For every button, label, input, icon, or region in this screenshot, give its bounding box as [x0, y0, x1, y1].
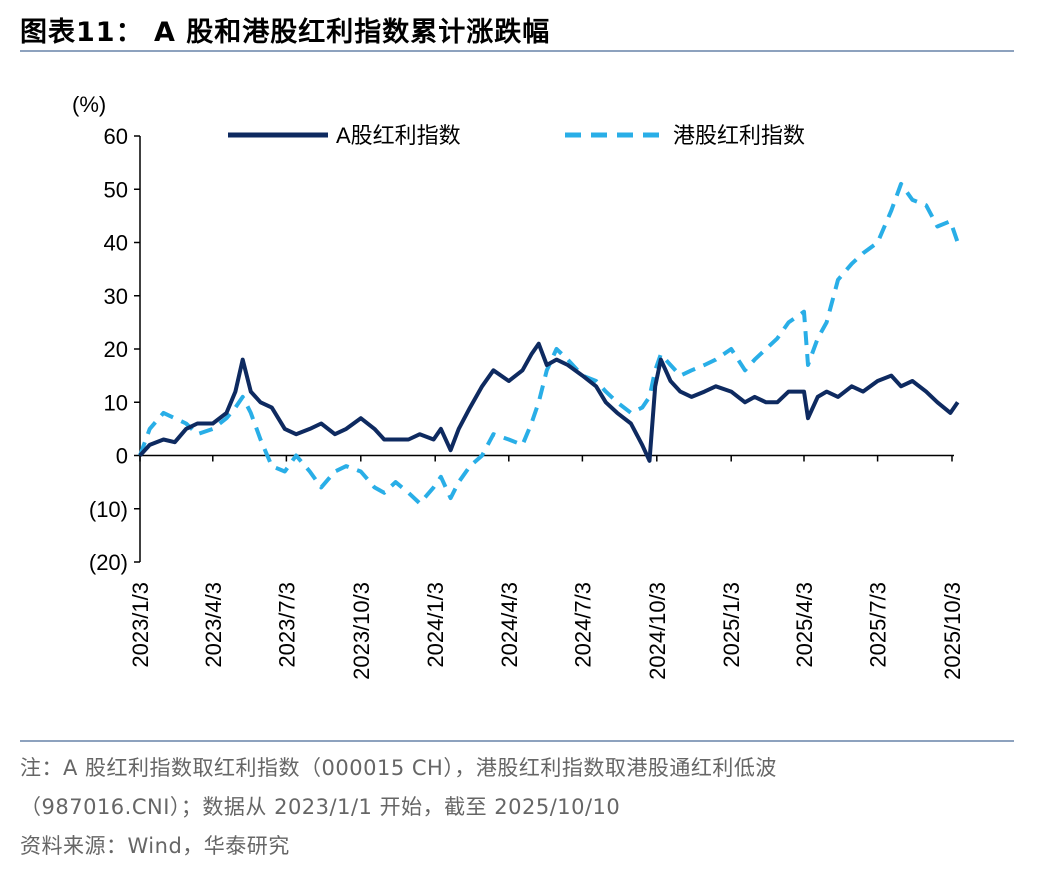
- x-tick-label: 2024/7/3: [570, 582, 595, 668]
- chart-axes: 60 50 40 30 20 10 0 (10) (20) (%) 2023/1/3 2023/4/3…: [72, 92, 965, 680]
- x-tick-label: 2025/1/3: [719, 582, 744, 668]
- title-divider: [20, 50, 1014, 52]
- x-tick-label: 2025/10/3: [940, 582, 965, 680]
- x-tick-label: 2024/4/3: [497, 582, 522, 668]
- x-tick-label: 2023/4/3: [201, 582, 226, 668]
- y-tick-label: (10): [89, 497, 128, 522]
- y-tick-label: 30: [104, 284, 128, 309]
- y-tick-label: 0: [116, 444, 128, 469]
- x-tick-label: 2023/10/3: [349, 582, 374, 680]
- legend-label-a-share: A股红利指数: [336, 123, 461, 148]
- x-tick-label: 2025/4/3: [792, 582, 817, 668]
- chart-legend: A股红利指数 港股红利指数: [228, 123, 805, 148]
- source-line: 资料来源：Wind，华泰研究: [20, 834, 290, 858]
- y-tick-label: 60: [104, 124, 128, 149]
- notes-divider: [20, 740, 1014, 742]
- x-tick-label: 2024/10/3: [645, 582, 670, 680]
- chart-lines: [138, 181, 960, 506]
- y-axis-unit: (%): [72, 92, 106, 117]
- series-line-a-share: [138, 341, 960, 463]
- series-line-hk: [138, 181, 960, 506]
- y-tick-label: 40: [104, 231, 128, 256]
- y-tick-label: 20: [104, 337, 128, 362]
- line-chart: 60 50 40 30 20 10 0 (10) (20) (%) 2023/1/3 2023/4/3…: [72, 92, 965, 680]
- x-tick-label: 2023/1/3: [128, 582, 153, 668]
- x-tick-label: 2023/7/3: [274, 582, 299, 668]
- legend-label-hk: 港股红利指数: [673, 123, 805, 148]
- x-tick-label: 2024/1/3: [423, 582, 448, 668]
- figure-title: 图表11： A 股和港股红利指数累计涨跌幅: [20, 17, 551, 48]
- x-tick-label: 2025/7/3: [866, 582, 891, 668]
- y-tick-label: (20): [89, 550, 128, 575]
- y-tick-label: 50: [104, 177, 128, 202]
- note-line-1: 注：A 股红利指数取红利指数（000015 CH），港股红利指数取港股通红利低波: [20, 756, 777, 780]
- note-line-2: （987016.CNI）；数据从 2023/1/1 开始，截至 2025/10/…: [20, 795, 621, 819]
- y-tick-label: 10: [104, 390, 128, 415]
